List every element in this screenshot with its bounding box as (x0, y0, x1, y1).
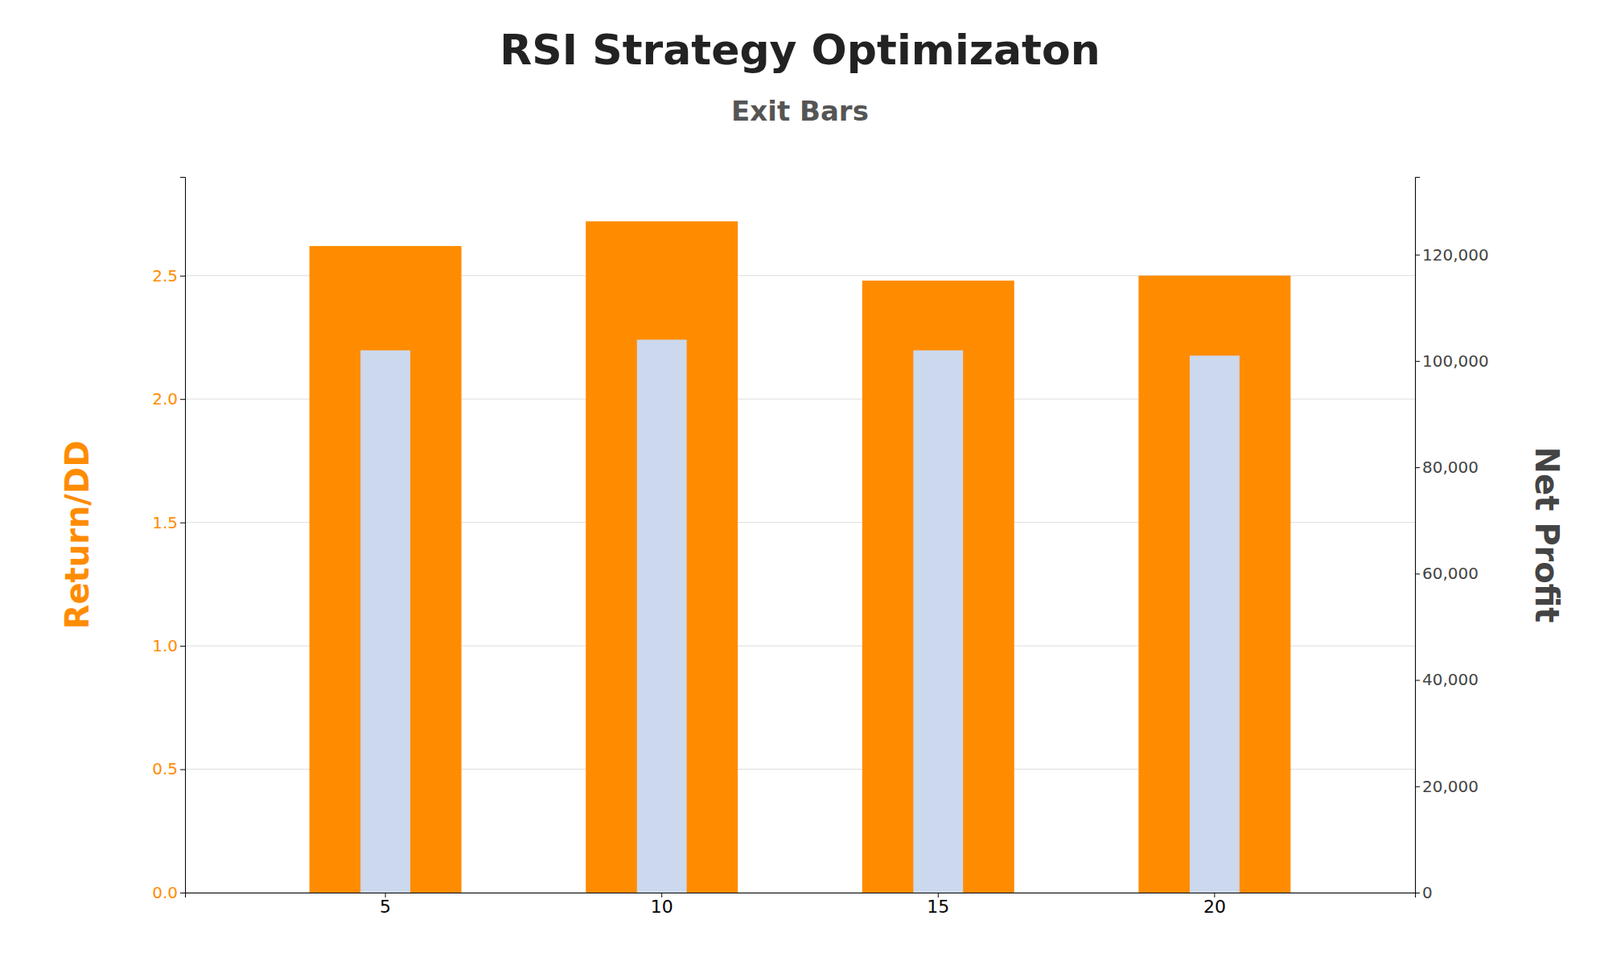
bar (360, 350, 411, 893)
tick-label: 2.5 (152, 266, 178, 286)
tick: 15 (926, 892, 950, 918)
title: RSI Strategy Optimizaton (499, 25, 1100, 75)
tick-mark (180, 892, 186, 894)
tick: 10 (650, 892, 674, 918)
bar (862, 280, 1015, 893)
tick: 80,000 (1414, 457, 1479, 478)
bar (585, 221, 738, 893)
tick-label: 20 (1203, 896, 1226, 918)
plot: 5 10 15 20 0.0 0.5 1.0 1.5 2.0 2.5 0 20,000 40,000 60… (152, 177, 1489, 918)
tick-mark (180, 522, 186, 524)
bar (637, 339, 687, 893)
y-axis: 0.0 0.5 1.0 1.5 2.0 2.5 (152, 177, 186, 903)
tick-label: 80,000 (1422, 457, 1479, 478)
tick-label: 1.5 (152, 513, 178, 533)
grid (185, 275, 1415, 893)
tick-mark (1414, 892, 1420, 894)
tick-mark (1414, 680, 1420, 682)
tick-label: 0.5 (152, 759, 178, 779)
axis-line (1415, 177, 1421, 894)
tick-label: 100,000 (1422, 351, 1489, 371)
tick-label: 0.0 (152, 883, 178, 903)
axis-line (180, 177, 186, 894)
tick-label: 15 (926, 896, 950, 918)
chart: RSI Strategy Optimizaton Exit Bars 5 10 15 20… (0, 0, 1600, 965)
tick: 2.5 (152, 266, 186, 286)
tick: 5 (379, 892, 391, 918)
tick-mark (1414, 786, 1420, 788)
tick-label: 0 (1422, 883, 1433, 903)
bar (1138, 275, 1291, 893)
tick: 1.0 (152, 636, 186, 656)
tick: 1.5 (152, 513, 186, 533)
bar (309, 246, 462, 893)
tick: 40,000 (1414, 670, 1479, 690)
tick-label: 40,000 (1422, 670, 1479, 690)
tick-mark (180, 398, 186, 400)
x-axis: 5 10 15 20 (185, 892, 1416, 918)
bar-series (360, 339, 1240, 893)
y2-axis: 0 20,000 40,000 60,000 80,000 100,000 120,000 (1414, 177, 1489, 903)
tick-mark (1414, 467, 1420, 469)
tick-label: 2.0 (152, 389, 178, 409)
tick-mark (1414, 573, 1420, 575)
tick-mark (1414, 361, 1420, 362)
tick-label: 5 (379, 896, 391, 918)
tick-label: 120,000 (1422, 245, 1489, 265)
tick: 20,000 (1414, 777, 1479, 797)
tick-label: 20,000 (1422, 777, 1479, 797)
tick-mark (180, 645, 186, 647)
tick-label: 10 (650, 896, 674, 918)
tick: 0 (1414, 883, 1433, 903)
tick: 0.5 (152, 759, 186, 779)
tick: 120,000 (1414, 245, 1489, 265)
tick-mark (1414, 255, 1420, 256)
tick: 20 (1203, 892, 1226, 918)
tick: 2.0 (152, 389, 186, 409)
tick: 0.0 (152, 883, 186, 903)
tick: 100,000 (1414, 351, 1489, 371)
tick-mark (180, 769, 186, 771)
bars (309, 221, 1292, 893)
bar (913, 350, 963, 893)
subtitle: Exit Bars (731, 94, 869, 128)
tick: 60,000 (1414, 563, 1479, 584)
axis-line (185, 893, 1416, 899)
bar (1189, 355, 1240, 893)
bar-series (309, 221, 1292, 893)
y2-axis-label: Net Profit (1528, 447, 1566, 624)
y-axis-label: Return/DD (58, 440, 96, 630)
tick-label: 1.0 (152, 636, 178, 656)
tick-mark (180, 275, 186, 277)
tick-label: 60,000 (1422, 563, 1479, 584)
